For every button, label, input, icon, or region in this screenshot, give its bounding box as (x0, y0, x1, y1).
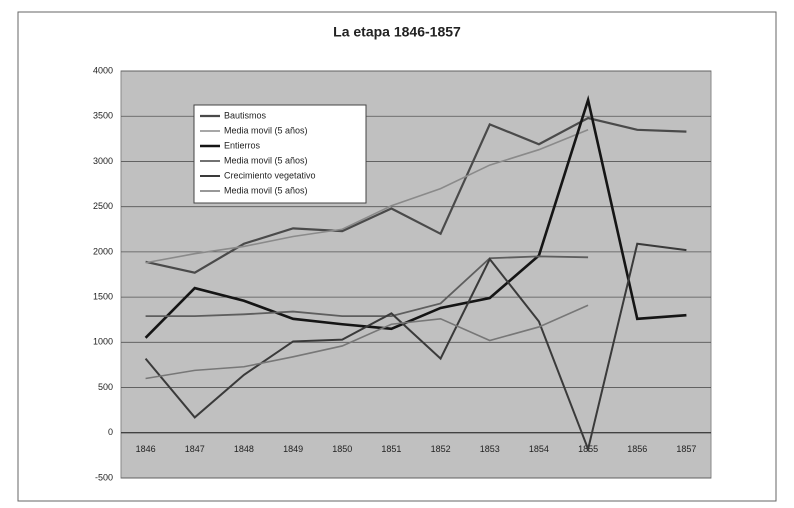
x-tick-label: 1856 (627, 444, 647, 454)
series-line (145, 304, 589, 380)
x-tick-label: 1852 (431, 444, 451, 454)
x-tick-label: 1854 (529, 444, 549, 454)
y-tick-label: 1500 (93, 291, 113, 301)
x-tick-label: 1848 (234, 444, 254, 454)
y-tick-label: 4000 (93, 65, 113, 75)
y-tick-label: 500 (98, 382, 113, 392)
legend (193, 104, 367, 204)
y-tick-label: 1000 (93, 337, 113, 347)
x-tick-label: 1851 (381, 444, 401, 454)
y-tick-label: 2000 (93, 246, 113, 256)
x-tick-label: 1857 (676, 444, 696, 454)
y-tick-label: 3500 (93, 111, 113, 121)
y-tick-label: 0 (108, 427, 113, 437)
x-tick-label: 1853 (480, 444, 500, 454)
series-line (145, 116, 687, 274)
legend-label: Media movil (5 años) (224, 155, 308, 165)
legend-label: Crecimiento vegetativo (224, 170, 316, 180)
x-tick-label: 1850 (332, 444, 352, 454)
series-line (145, 255, 589, 318)
x-tick-label: 1847 (185, 444, 205, 454)
legend-label: Media movil (5 años) (224, 185, 308, 195)
legend-label: Entierros (224, 140, 261, 150)
legend-label: Media movil (5 años) (224, 125, 308, 135)
x-tick-label: 1849 (283, 444, 303, 454)
series-line (144, 94, 687, 339)
series-line (145, 129, 589, 264)
x-tick-label: 1846 (136, 444, 156, 454)
y-tick-label: 3000 (93, 156, 113, 166)
y-tick-label: 2500 (93, 201, 113, 211)
legend-label: Bautismos (224, 110, 267, 120)
chart-title: La etapa 1846-1857 (333, 24, 461, 40)
y-tick-label: -500 (95, 472, 113, 482)
series-line (144, 242, 687, 453)
